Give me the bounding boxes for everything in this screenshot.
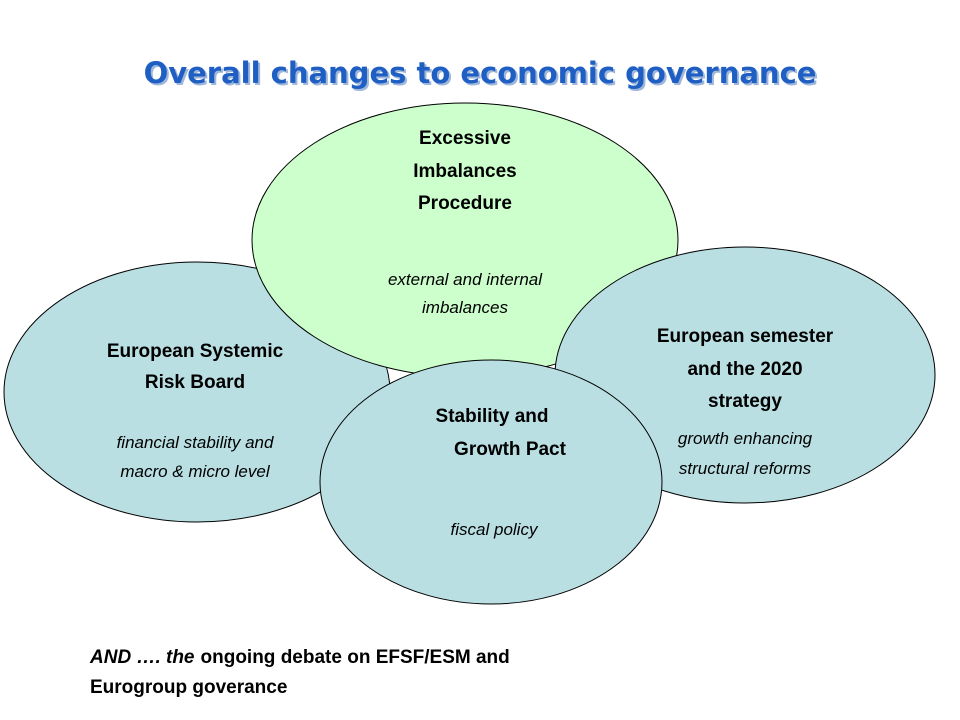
node-description: external and internal — [388, 270, 543, 289]
node-description: fiscal policy — [451, 520, 539, 539]
node-title: Imbalances — [413, 161, 517, 182]
node-description: imbalances — [422, 298, 508, 317]
node-description: financial stability and — [117, 433, 274, 452]
node-description: structural reforms — [679, 459, 812, 478]
title: Overall changes to economic governance — [144, 56, 817, 90]
sgp-ellipse — [319, 359, 663, 605]
node-title: European semester — [657, 326, 834, 347]
node-title: Risk Board — [145, 372, 245, 393]
node-title: and the 2020 — [687, 359, 802, 380]
footer-text: Eurogroup goverance — [90, 677, 287, 698]
node-title: Growth Pact — [454, 439, 567, 460]
node-title: European Systemic — [107, 341, 284, 362]
footer-line: AND …. the ongoing debate on EFSF/ESM and — [89, 647, 510, 668]
node-description: macro & micro level — [120, 462, 270, 481]
footer-text: AND …. the — [89, 647, 195, 668]
footer-text: ongoing debate on EFSF/ESM and — [201, 647, 510, 668]
node-title: Stability and — [436, 406, 549, 427]
node-title: Excessive — [419, 128, 511, 149]
footer-line: Eurogroup goverance — [90, 677, 287, 698]
title-shadow: Overall changes to economic governance — [146, 58, 819, 92]
node-title: strategy — [708, 391, 782, 412]
node-description: growth enhancing — [678, 429, 813, 448]
node-title: Procedure — [418, 193, 512, 214]
